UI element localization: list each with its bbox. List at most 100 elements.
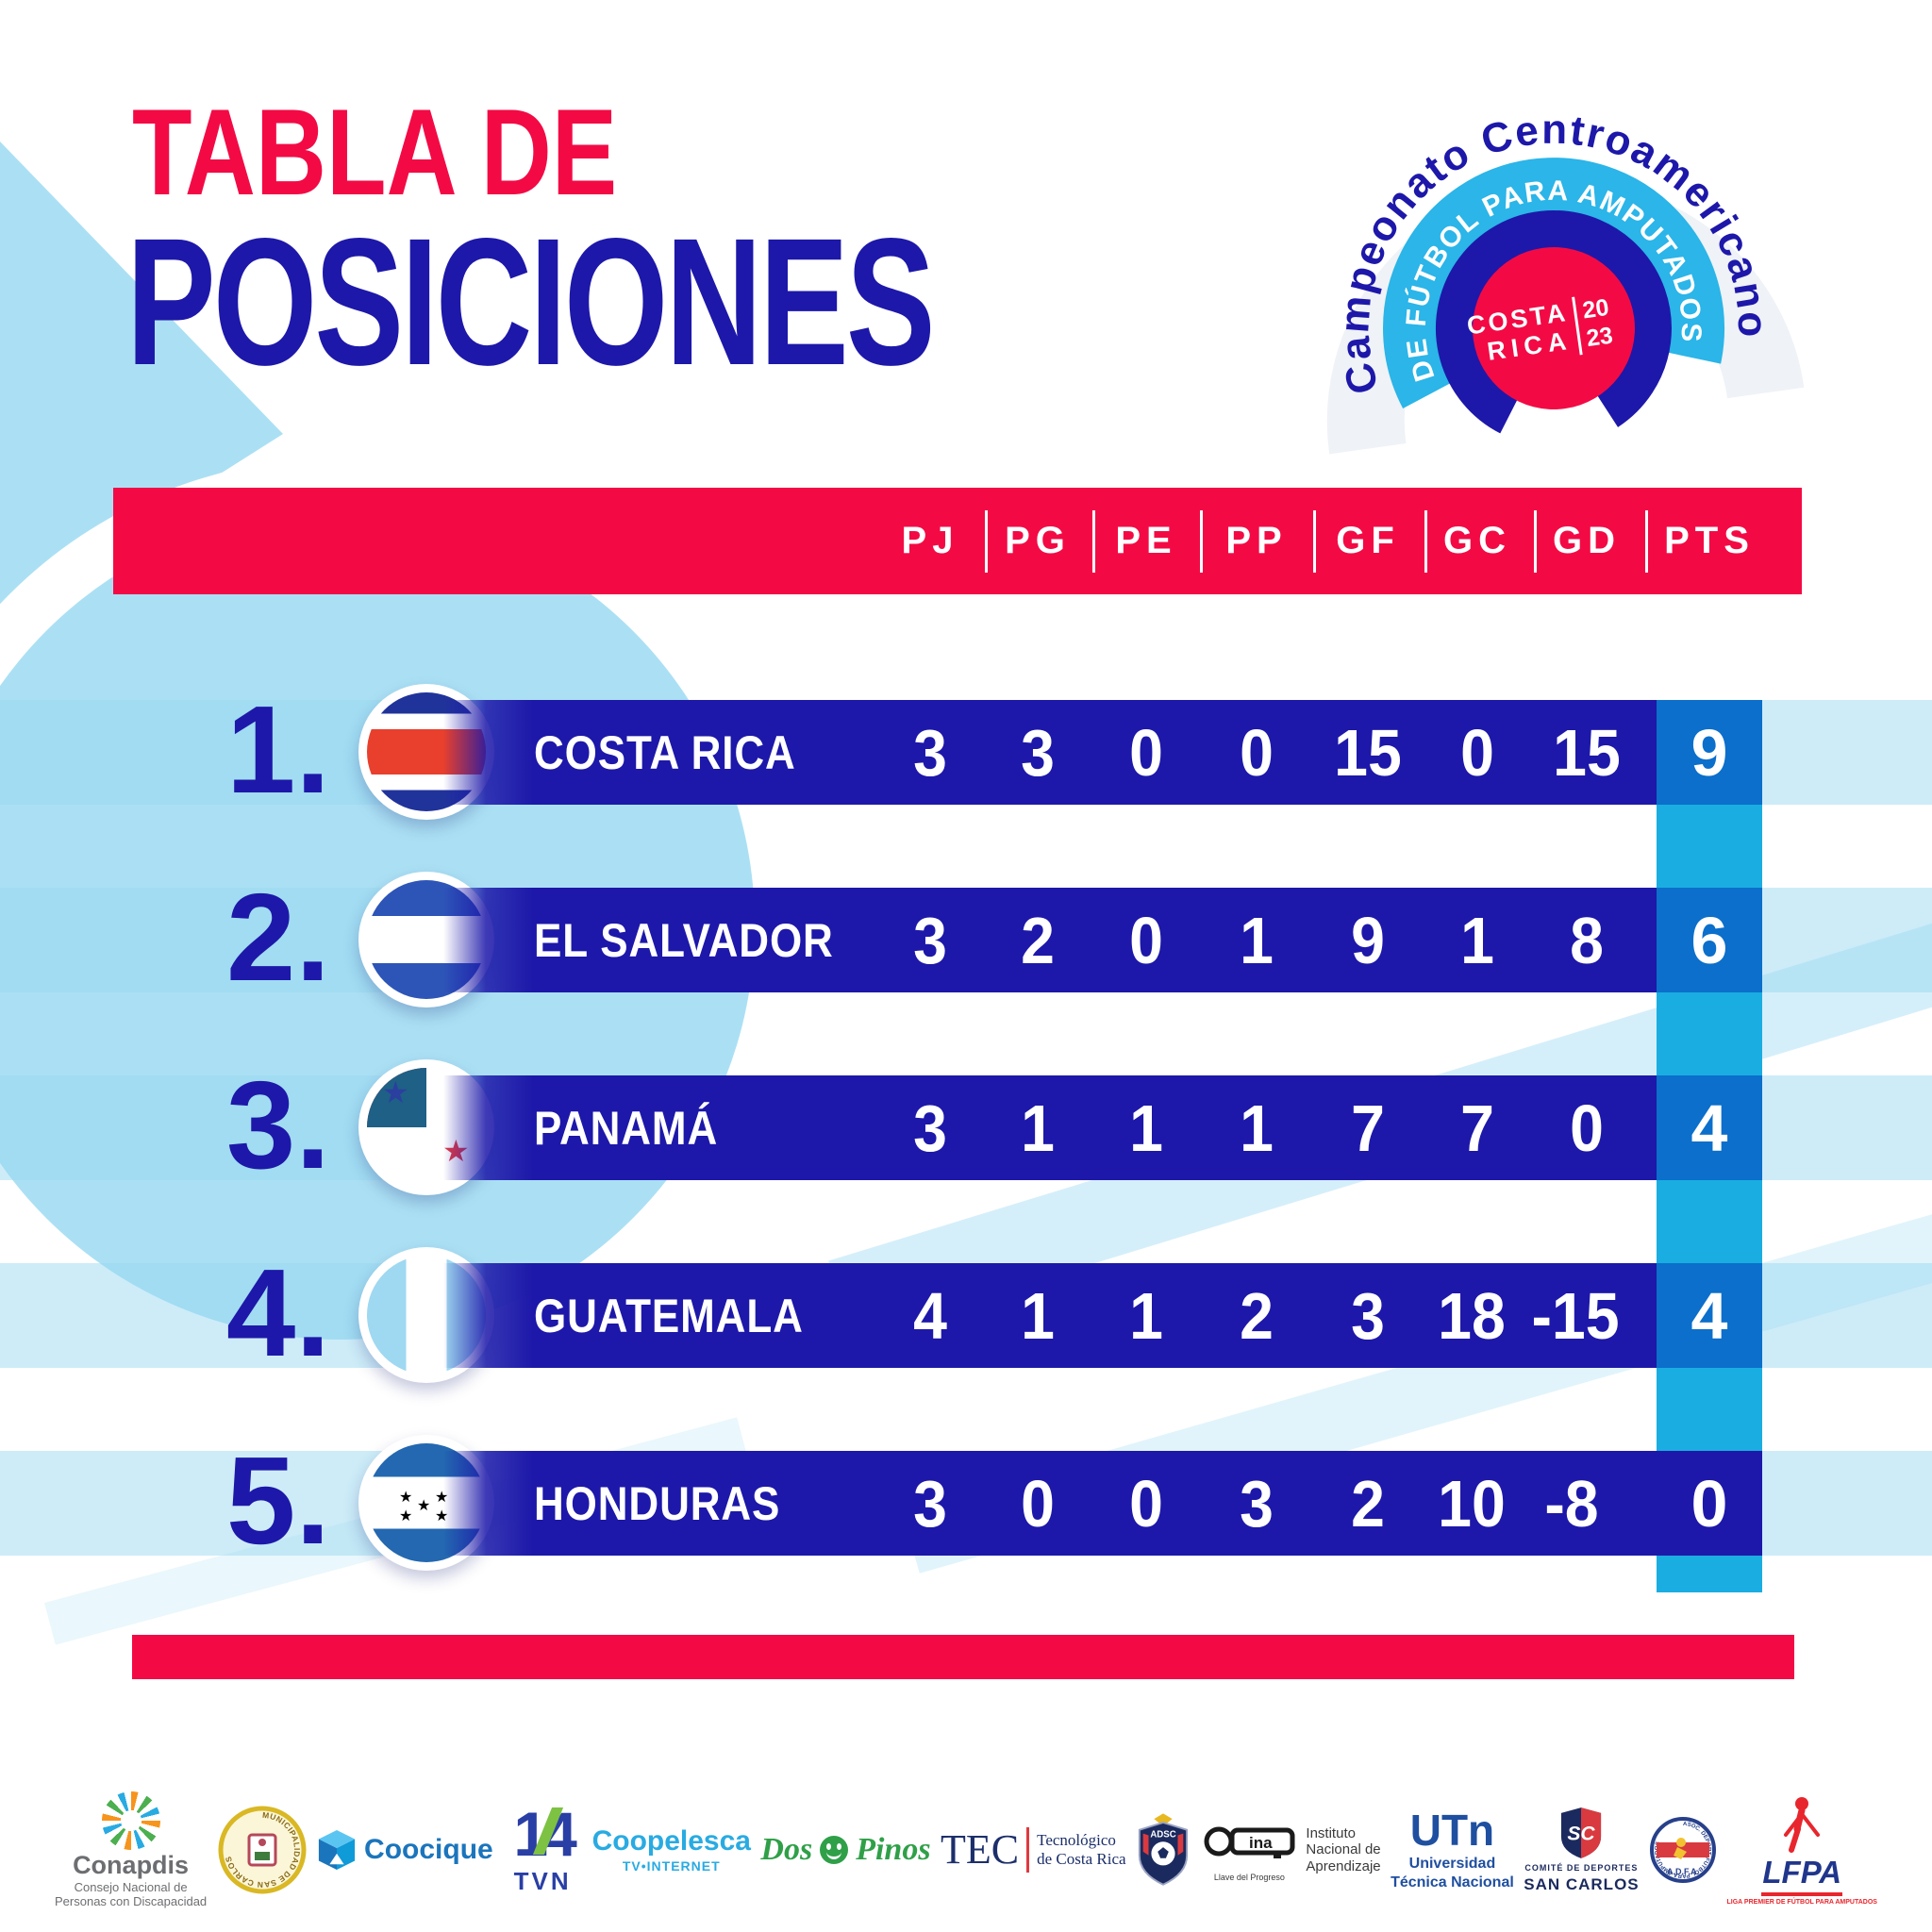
cell-pj: 3 xyxy=(913,716,947,790)
sponsor-sub: Tecnológico xyxy=(1037,1831,1116,1850)
sponsor-sub: de Costa Rica xyxy=(1037,1850,1126,1868)
column-header-pg: PG xyxy=(1005,520,1071,561)
team-bar: GUATEMALA 4 1 1 2 3 18 -15 xyxy=(443,1263,1762,1368)
cell-pg: 2 xyxy=(1021,904,1055,977)
sponsor-name: Coocique xyxy=(364,1834,493,1865)
sponsor-sub: Aprendizaje xyxy=(1306,1857,1381,1874)
sponsor-logo-adsc: ADSC xyxy=(1136,1813,1191,1887)
cell-gd: -8 xyxy=(1544,1467,1599,1541)
cell-gc: 0 xyxy=(1460,716,1494,790)
cell-gd: 15 xyxy=(1553,716,1621,790)
tournament-logo: Campeonato Centroamericano DE FÚTBOL PAR… xyxy=(1303,77,1805,455)
sponsor-logo-coopelesca: Coopelesca TV•INTERNET xyxy=(591,1824,751,1874)
sponsor-name: TEC xyxy=(941,1826,1020,1873)
dos-pinos-smiley-icon xyxy=(820,1836,849,1864)
rank-label: 5. xyxy=(225,1431,330,1570)
sponsor-sub: TVN xyxy=(513,1867,572,1895)
sponsor-sub: LIGA PREMIER DE FÚTBOL PARA AMPUTADOS xyxy=(1726,1898,1877,1906)
logo-year-line1: 20 xyxy=(1581,294,1610,325)
cell-pts: 9 xyxy=(1657,700,1762,805)
header-separator xyxy=(1645,510,1648,573)
column-header-pts: PTS xyxy=(1664,520,1755,561)
cell-gc: 1 xyxy=(1460,904,1494,977)
sponsor-sub: Consejo Nacional de xyxy=(74,1879,188,1894)
team-name: COSTA RICA xyxy=(534,726,796,779)
sponsor-name: A.D.F.A. xyxy=(1667,1867,1699,1876)
column-header-pp: PP xyxy=(1225,520,1288,561)
cell-pp: 1 xyxy=(1240,904,1274,977)
rank-label: 3. xyxy=(225,1056,330,1194)
cell-pj: 4 xyxy=(913,1279,947,1353)
sponsors-strip: Conapdis Consejo Nacional de Personas co… xyxy=(55,1779,1877,1921)
tec-divider xyxy=(1026,1827,1030,1873)
cell-gc: 10 xyxy=(1438,1467,1506,1541)
coocique-cube-icon xyxy=(318,1830,356,1870)
column-header-pe: PE xyxy=(1115,520,1177,561)
cell-pe: 1 xyxy=(1129,1091,1163,1165)
cell-gd: -15 xyxy=(1531,1279,1620,1353)
cell-pts: 6 xyxy=(1657,888,1762,992)
sponsor-sub: Técnica Nacional xyxy=(1391,1874,1514,1890)
cell-gf: 9 xyxy=(1351,904,1385,977)
cell-gf: 7 xyxy=(1351,1091,1385,1165)
cell-gd: 8 xyxy=(1570,904,1604,977)
cell-gf: 3 xyxy=(1351,1279,1385,1353)
page-title-line1: TABLA DE xyxy=(132,83,618,221)
cell-gf: 15 xyxy=(1334,716,1402,790)
cell-pe: 0 xyxy=(1129,716,1163,790)
table-row: 5. ​ ​ ​ ​ ​ HONDURAS 3 0 0 3 2 10 -8 0 xyxy=(0,1435,1932,1571)
logo-year-line2: 23 xyxy=(1585,323,1614,353)
column-header-gd: GD xyxy=(1553,520,1621,561)
sponsor-logo-adfa: ASOC. DEPORT. FUTBOL PARA AMPUTADOS A.D.… xyxy=(1649,1816,1717,1884)
rank-label: 1. xyxy=(225,680,330,819)
team-bar: EL SALVADOR 3 2 0 1 9 1 8 xyxy=(443,888,1762,992)
cell-gc: 7 xyxy=(1460,1091,1494,1165)
logo-center-circle xyxy=(1473,247,1635,409)
cell-pj: 3 xyxy=(913,904,947,977)
team-bar: HONDURAS 3 0 0 3 2 10 -8 xyxy=(443,1451,1762,1556)
cell-gd: 0 xyxy=(1570,1091,1604,1165)
sponsor-name: Coopelesca xyxy=(591,1824,751,1857)
sponsor-sub: Instituto xyxy=(1306,1825,1356,1842)
adfa-badge-icon: ASOC. DEPORT. FUTBOL PARA AMPUTADOS A.D.… xyxy=(1650,1817,1717,1883)
header-separator xyxy=(985,510,988,573)
cell-pg: 0 xyxy=(1021,1467,1055,1541)
cell-pe: 1 xyxy=(1129,1279,1163,1353)
conapdis-burst-icon xyxy=(101,1790,160,1850)
sponsor-name: Pinos xyxy=(856,1832,931,1867)
team-bar: COSTA RICA 3 3 0 0 15 0 15 xyxy=(443,700,1762,805)
municipalidad-seal-icon: MUNICIPALIDAD DE SAN CARLOS xyxy=(218,1806,307,1894)
sponsor-sub: COMITÉ DE DEPORTES xyxy=(1524,1863,1639,1873)
cell-pts: 4 xyxy=(1657,1263,1762,1368)
sponsor-logo-coocique: Coocique xyxy=(317,1828,493,1872)
rank-label: 4. xyxy=(225,1243,330,1382)
table-row: 4. GUATEMALA 4 1 1 2 3 18 -15 4 xyxy=(0,1247,1932,1383)
column-header-pj: PJ xyxy=(901,520,959,561)
footer-bar xyxy=(132,1635,1794,1679)
team-bar: PANAMÁ 3 1 1 1 7 7 0 xyxy=(443,1075,1762,1180)
cell-pts: 4 xyxy=(1657,1075,1762,1180)
sponsor-name: SC xyxy=(1568,1824,1596,1845)
sponsor-sub: SAN CARLOS xyxy=(1524,1875,1640,1893)
sponsor-sub: TV•INTERNET xyxy=(622,1857,721,1874)
table-header: PJ PG PE PP GF GC GD PTS xyxy=(113,488,1802,594)
team-name: PANAMÁ xyxy=(534,1102,719,1155)
table-row: 2. EL SALVADOR 3 2 0 1 9 1 8 6 xyxy=(0,872,1932,1008)
sponsor-name: Conapdis xyxy=(73,1850,190,1879)
sponsor-sub: Nacional de xyxy=(1306,1841,1381,1858)
sponsor-logo-tvn-14: 14 TVN xyxy=(503,1803,582,1896)
sponsor-name: LFPA xyxy=(1762,1854,1842,1890)
sponsor-name: ADSC xyxy=(1150,1829,1175,1840)
ina-key-icon: ina xyxy=(1204,1826,1295,1858)
sc-shield-icon: SC xyxy=(1561,1807,1602,1858)
sponsor-sub: Universidad xyxy=(1408,1856,1496,1873)
sponsor-name: ina xyxy=(1249,1834,1273,1852)
cell-pts: 0 xyxy=(1690,1467,1728,1541)
cell-pj: 3 xyxy=(913,1467,947,1541)
team-name: GUATEMALA xyxy=(534,1290,804,1342)
column-header-gc: GC xyxy=(1443,520,1511,561)
sponsor-logo-dos-pinos: Dos Pinos xyxy=(760,1834,930,1866)
cell-gf: 2 xyxy=(1351,1467,1385,1541)
sponsor-name: UTn xyxy=(1409,1806,1495,1856)
